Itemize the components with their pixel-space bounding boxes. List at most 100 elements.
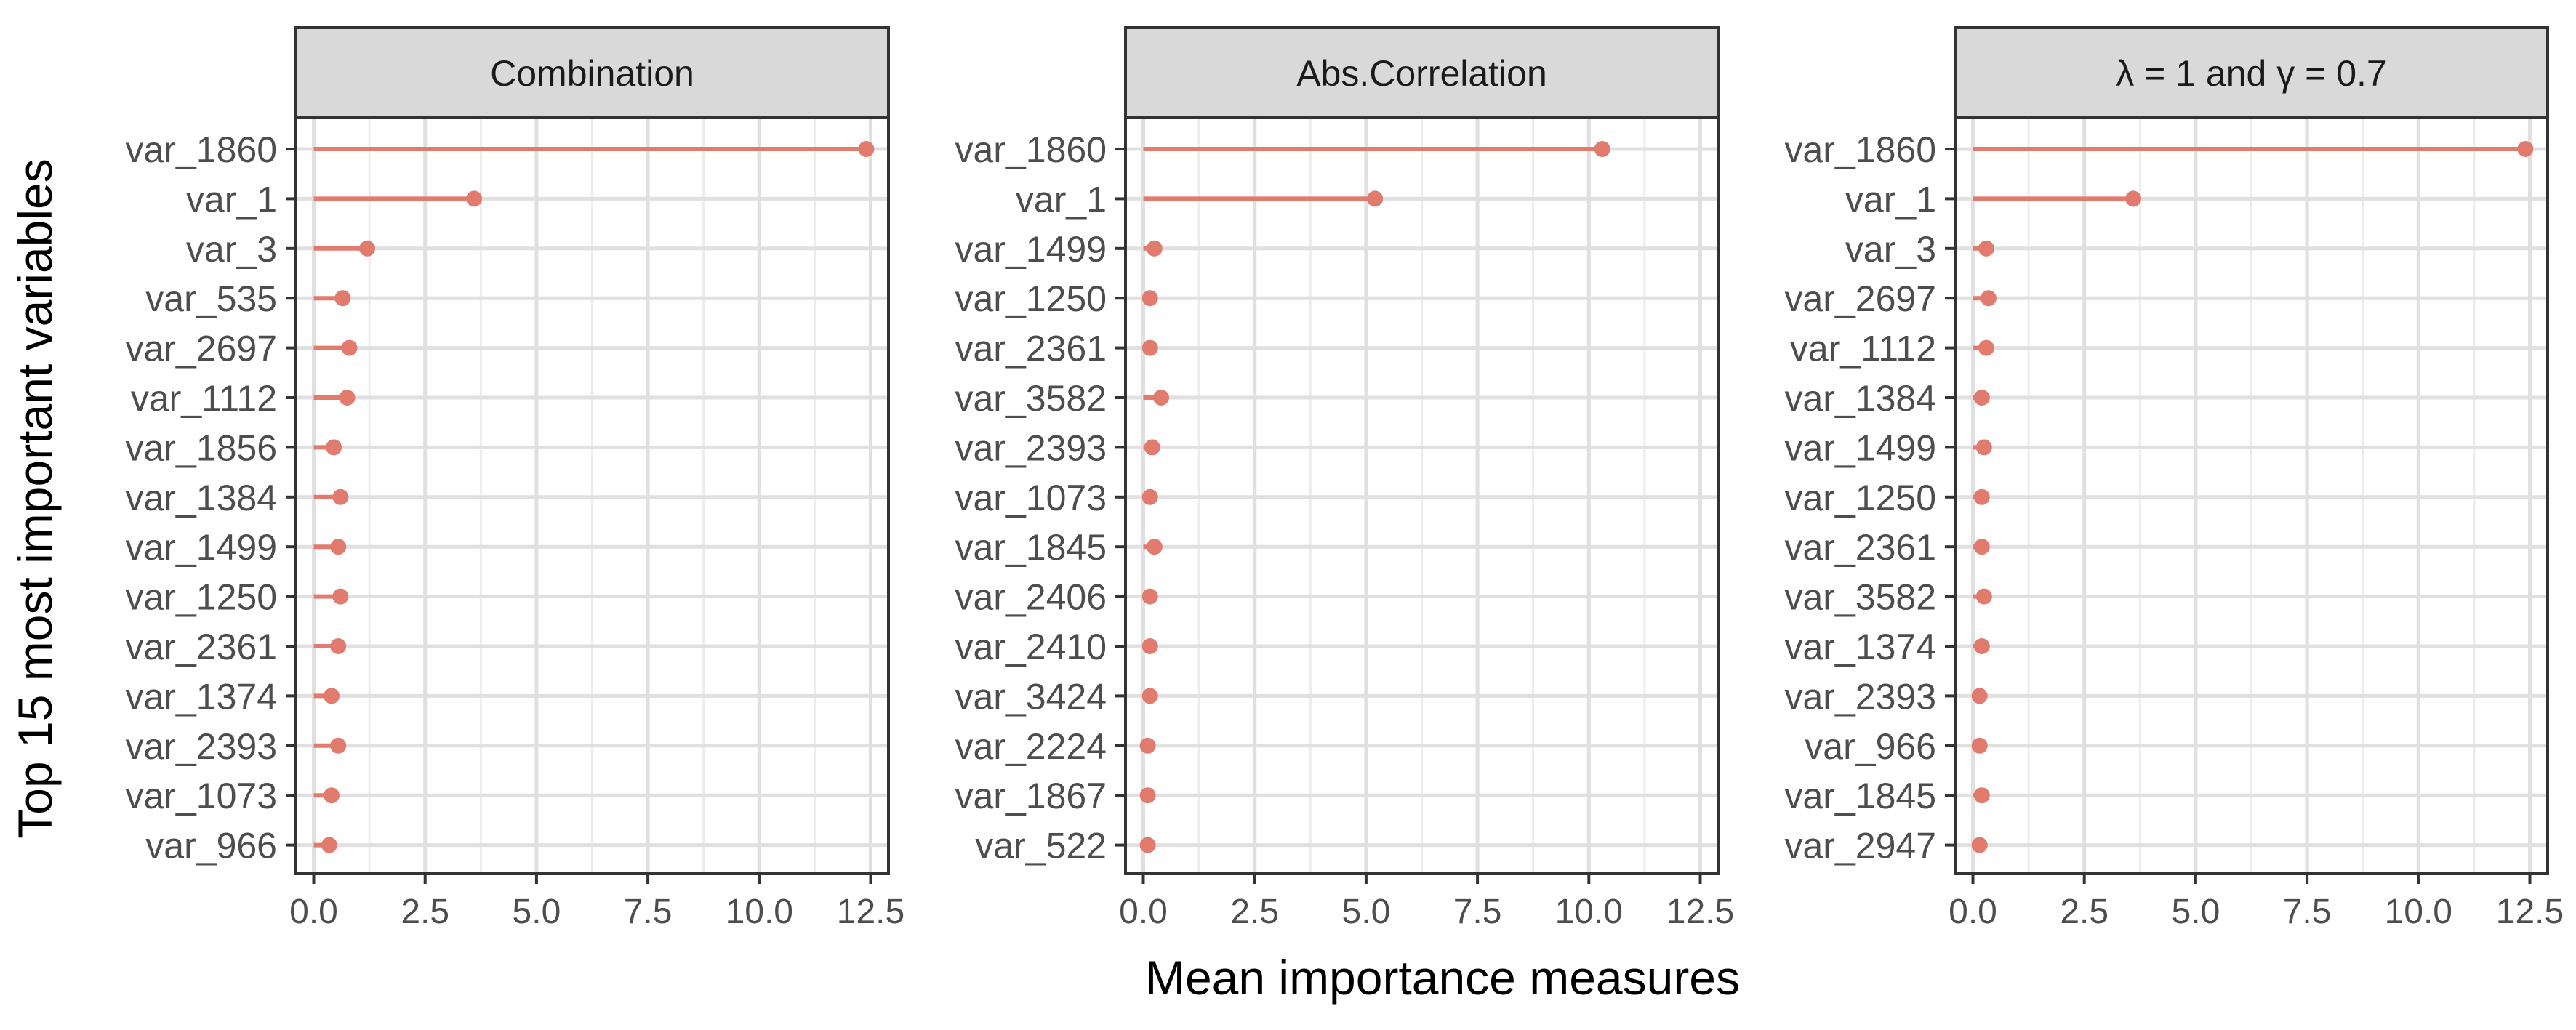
y-tick-label: var_522 [975,826,1107,866]
lollipop-point [2125,190,2142,207]
lollipop-point [1980,290,1997,307]
y-tick-label: var_2410 [955,627,1107,667]
lollipop-point [1973,390,1990,406]
lollipop-point [1153,390,1170,406]
lollipop-point [1146,240,1163,257]
lollipop-point [1594,141,1610,157]
y-tick-label: var_1856 [126,427,278,468]
lollipop-point [1973,539,1990,555]
lollipop-point [858,141,875,157]
lollipop-point [1975,588,1992,605]
lollipop-point [359,240,376,257]
x-tick-label: 12.5 [2496,893,2564,931]
lollipop-point [330,737,347,754]
lollipop-point [321,837,337,853]
lollipop-point [334,290,351,307]
facet-panel-3: λ = 1 and γ = 0.7 var_1860 var_1 var_3 var_2… [1785,26,2564,931]
y-tick-label: var_1073 [126,776,278,816]
y-tick-label: var_1499 [126,527,278,568]
lollipop-point [1978,339,1994,356]
y-tick-label: var_1112 [1790,329,1936,369]
y-tick-label: var_535 [145,278,277,319]
x-tick-label: 5.0 [513,893,561,931]
x-tick-label: 2.5 [1230,893,1279,931]
lollipop-point [1973,787,1990,804]
x-tick-label: 0.0 [1949,893,1997,931]
facet-panel-2: Abs.Correlation var_1860 var_1 var_1499 var_… [955,26,1734,931]
lollipop-point [1141,688,1158,704]
y-tick-label: var_1845 [1785,776,1937,816]
y-tick-label: var_1499 [1785,427,1937,468]
lollipop-point [2517,141,2534,157]
y-axis-title: Top 15 most important variables [8,158,62,838]
y-tick-label: var_966 [1805,726,1936,767]
lollipop-point [1139,787,1156,804]
x-tick-label: 2.5 [401,893,449,931]
y-tick-label: var_3 [186,229,277,270]
x-tick-label: 2.5 [2060,893,2108,931]
lollipop-point [1141,339,1158,356]
y-tick-label: var_1499 [955,229,1107,270]
x-tick-label: 7.5 [2283,893,2332,931]
lollipop-point [1973,488,1990,505]
lollipop-point [1973,638,1990,654]
x-tick-label: 12.5 [837,893,904,931]
lollipop-point [332,488,349,505]
lollipop-point [1144,439,1160,456]
y-tick-label: var_2393 [955,427,1107,468]
y-tick-label: var_3582 [1785,577,1937,618]
x-tick-label: 5.0 [1342,893,1391,931]
y-tick-label: var_2361 [955,329,1107,369]
lollipop-point [1141,290,1158,307]
y-tick-label: var_2393 [1785,676,1937,717]
lollipop-point [330,638,347,654]
lollipop-point [1141,588,1158,605]
x-tick-label: 0.0 [1119,893,1168,931]
y-tick-label: var_2361 [126,627,278,667]
y-tick-label: var_2406 [955,577,1107,618]
x-tick-label: 0.0 [289,893,338,931]
y-tick-label: var_1250 [126,577,278,618]
lollipop-point [1971,688,1988,704]
y-tick-label: var_1845 [955,527,1107,568]
lollipop-point [324,688,340,704]
lollipop-point [1146,539,1163,555]
y-tick-label: var_2224 [955,726,1107,767]
y-tick-label: var_1073 [955,478,1107,518]
lollipop-point [1971,837,1988,853]
lollipop-point [332,588,349,605]
lollipop-point [1139,837,1156,853]
lollipop-point [324,787,340,804]
x-tick-label: 5.0 [2172,893,2220,931]
x-tick-label: 7.5 [1453,893,1502,931]
y-tick-label: var_1384 [1785,378,1937,419]
x-tick-label: 10.0 [2385,893,2452,931]
y-tick-label: var_1867 [955,776,1107,816]
lollipop-point [326,439,342,456]
facet-strip-title: Abs.Correlation [1296,53,1547,94]
y-tick-label: var_1374 [1785,627,1937,667]
y-tick-label: var_1860 [955,129,1107,170]
y-tick-label: var_3582 [955,378,1107,419]
y-tick-label: var_1 [186,179,277,220]
y-tick-label: var_2697 [126,329,278,369]
lollipop-point [1367,190,1384,207]
y-tick-label: var_1860 [1785,129,1937,170]
facet-strip [1954,26,2549,119]
x-tick-label: 7.5 [624,893,673,931]
lollipop-point [1141,488,1158,505]
y-tick-label: var_2361 [1785,527,1937,568]
y-tick-label: var_1384 [126,478,278,518]
y-tick-label: var_2697 [1785,278,1937,319]
lollipop-point [330,539,347,555]
x-tick-label: 10.0 [1555,893,1623,931]
lollipop-point [341,339,358,356]
y-tick-label: var_1112 [131,378,277,419]
lollipop-point [339,390,356,406]
lollipop-point [1141,638,1158,654]
y-tick-label: var_3424 [955,676,1107,717]
x-axis-title: Mean importance measures [1145,951,1740,1005]
y-tick-label: var_1374 [126,676,278,717]
facets: Combination var_1860 var_1 var_3 var_535 var_… [126,26,2564,931]
